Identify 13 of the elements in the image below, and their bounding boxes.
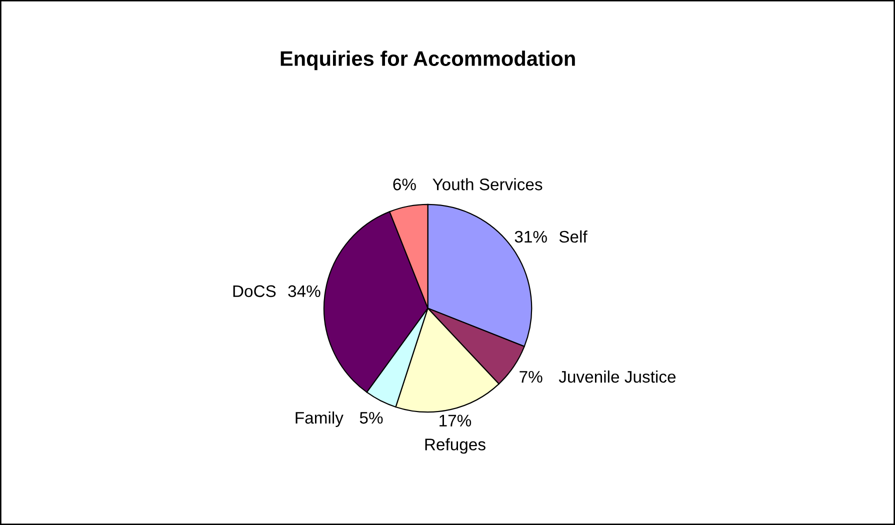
slice-label: DoCS [233,285,276,298]
data-label: 5% [360,412,383,424]
data-label: 31% [514,230,547,243]
slice-label: Self [559,230,588,243]
slice-label: Refuges [425,438,486,454]
data-label: 17% [440,414,472,426]
data-label: 6% [393,178,416,190]
data-label: 34% [288,285,320,298]
slice-label: Youth Services [432,178,542,190]
slice-label: Juvenile Justice [558,370,676,383]
data-label: 7% [520,371,542,383]
slice-label: Family [296,411,344,427]
chart-title: Enquiries for Accommodation [280,50,575,70]
